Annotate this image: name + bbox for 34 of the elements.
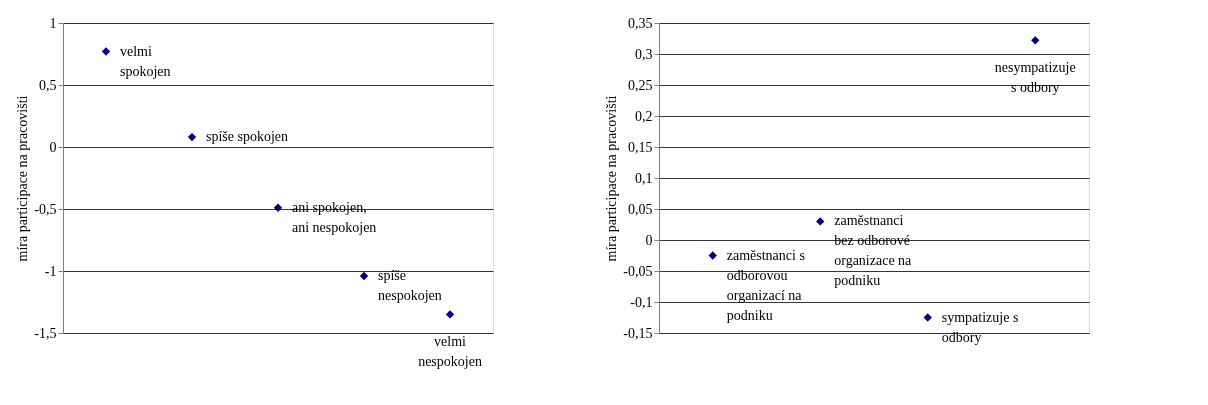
- y-tick-label: 0: [645, 232, 653, 248]
- y-tick-label: 0,5: [39, 77, 57, 93]
- point: [273, 203, 283, 212]
- annotation: zaměstnanci s odborovou organizací na podniku: [726, 247, 805, 323]
- point: [359, 271, 369, 281]
- y-tick-label: -0,05: [623, 263, 653, 279]
- point: [187, 132, 197, 142]
- y-axis-title: míra participace na pracovišti: [15, 95, 31, 262]
- y-tick-label: -0,1: [630, 294, 653, 310]
- y-tick-label: 0,25: [628, 77, 653, 93]
- point: [1031, 36, 1040, 45]
- annotation: sympatizuje s odbory: [941, 309, 1019, 345]
- annotation: spíše spokojen: [206, 129, 289, 145]
- y-tick-label: 0: [49, 139, 57, 155]
- y-tick-label: 0,15: [628, 139, 653, 155]
- y-tick-label: 1: [49, 15, 57, 31]
- y-tick-label: -1,5: [34, 325, 57, 341]
- y-axis-title: míra participace na pracovišti: [604, 95, 620, 262]
- y-tick-label: 0,1: [635, 170, 653, 186]
- text: velmi nespokojen: [418, 334, 482, 370]
- y-tick-label: -0,5: [34, 201, 57, 217]
- y-tick-label: 0,05: [628, 201, 653, 217]
- annotation: velmi spokojen: [120, 43, 171, 79]
- y-tick-label: 0,2: [635, 108, 653, 124]
- y-tick-label: -1: [44, 263, 57, 279]
- y-tick-label: 0,3: [635, 46, 653, 62]
- y-tick-label: 0,35: [628, 15, 653, 31]
- annotation: spíše nespokojen: [378, 267, 442, 303]
- point: [708, 251, 717, 260]
- point: [923, 313, 932, 322]
- point: [101, 47, 111, 56]
- point: [445, 310, 455, 319]
- y-tick-label: -0,15: [623, 325, 653, 341]
- point: [816, 217, 825, 226]
